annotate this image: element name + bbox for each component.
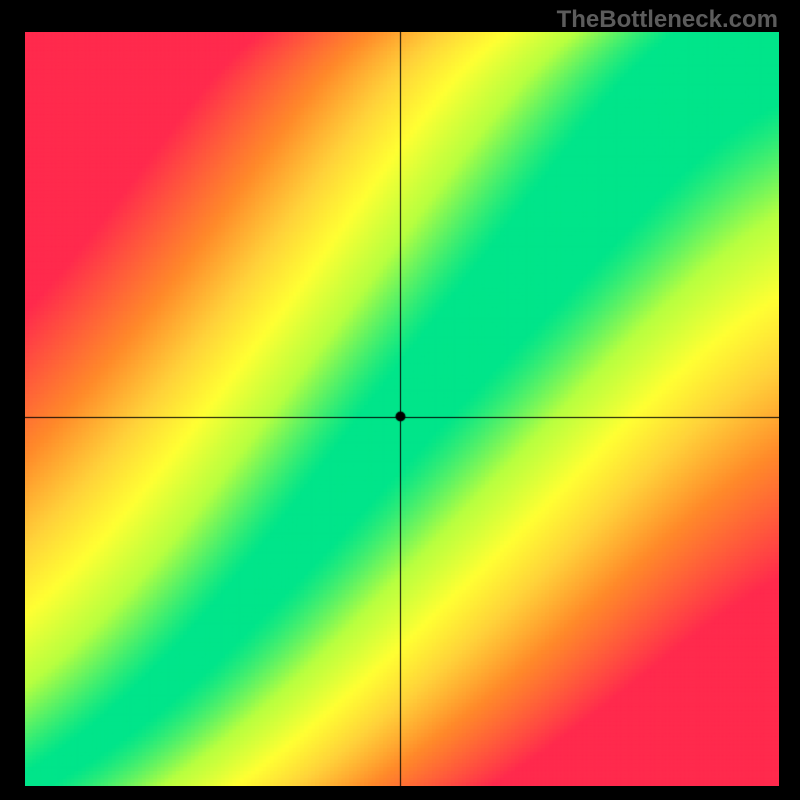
chart-outer-frame: { "watermark": { "text": "TheBottleneck.… (0, 0, 800, 800)
watermark-text: TheBottleneck.com (557, 6, 778, 34)
bottleneck-heatmap (25, 32, 779, 786)
